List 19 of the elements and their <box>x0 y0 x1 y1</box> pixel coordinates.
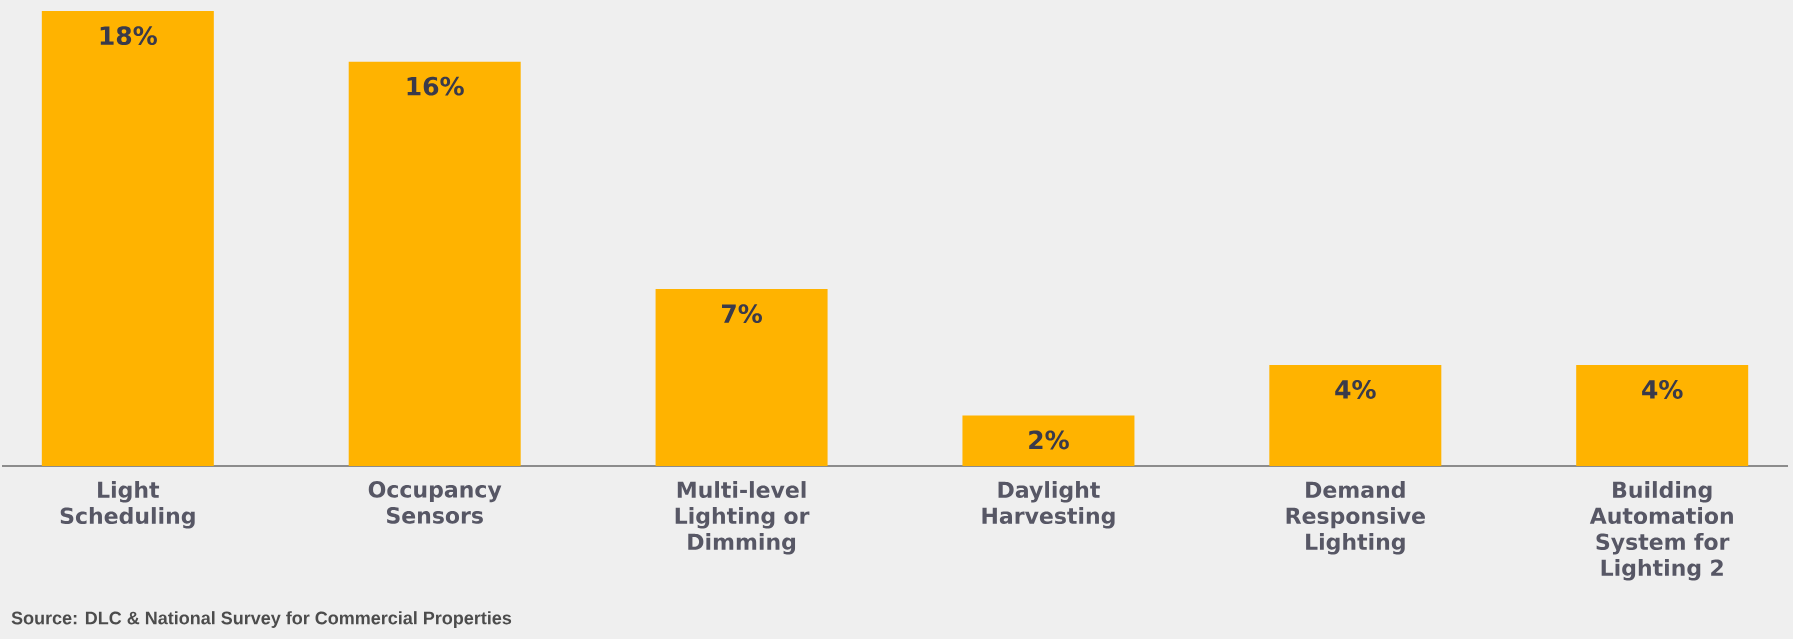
x-tick-label: Multi-level Lighting or Dimming <box>675 481 810 555</box>
bar <box>41 11 214 466</box>
data-label: 16% <box>407 76 464 96</box>
bar <box>348 61 521 466</box>
data-label: 18% <box>100 26 157 46</box>
bar <box>1269 364 1442 466</box>
bar <box>962 415 1135 466</box>
bar <box>655 289 828 466</box>
x-tick-label: Building Automation System for Lighting 2 <box>1589 481 1733 581</box>
x-tick-label: Daylight Harvesting <box>982 481 1115 529</box>
data-label: 7% <box>722 304 762 324</box>
data-label: 4% <box>1335 379 1376 399</box>
x-tick-label: Occupancy Sensors <box>368 481 502 524</box>
x-tick-label: Light Scheduling <box>60 481 195 529</box>
source-note: Source: DLC & National Survey for Commercial Properties <box>11 611 512 628</box>
x-tick-label: Demand Responsive Lighting <box>1286 481 1425 555</box>
data-label: 2% <box>1029 430 1069 450</box>
data-label: 4% <box>1642 379 1683 399</box>
bar <box>1576 364 1749 466</box>
